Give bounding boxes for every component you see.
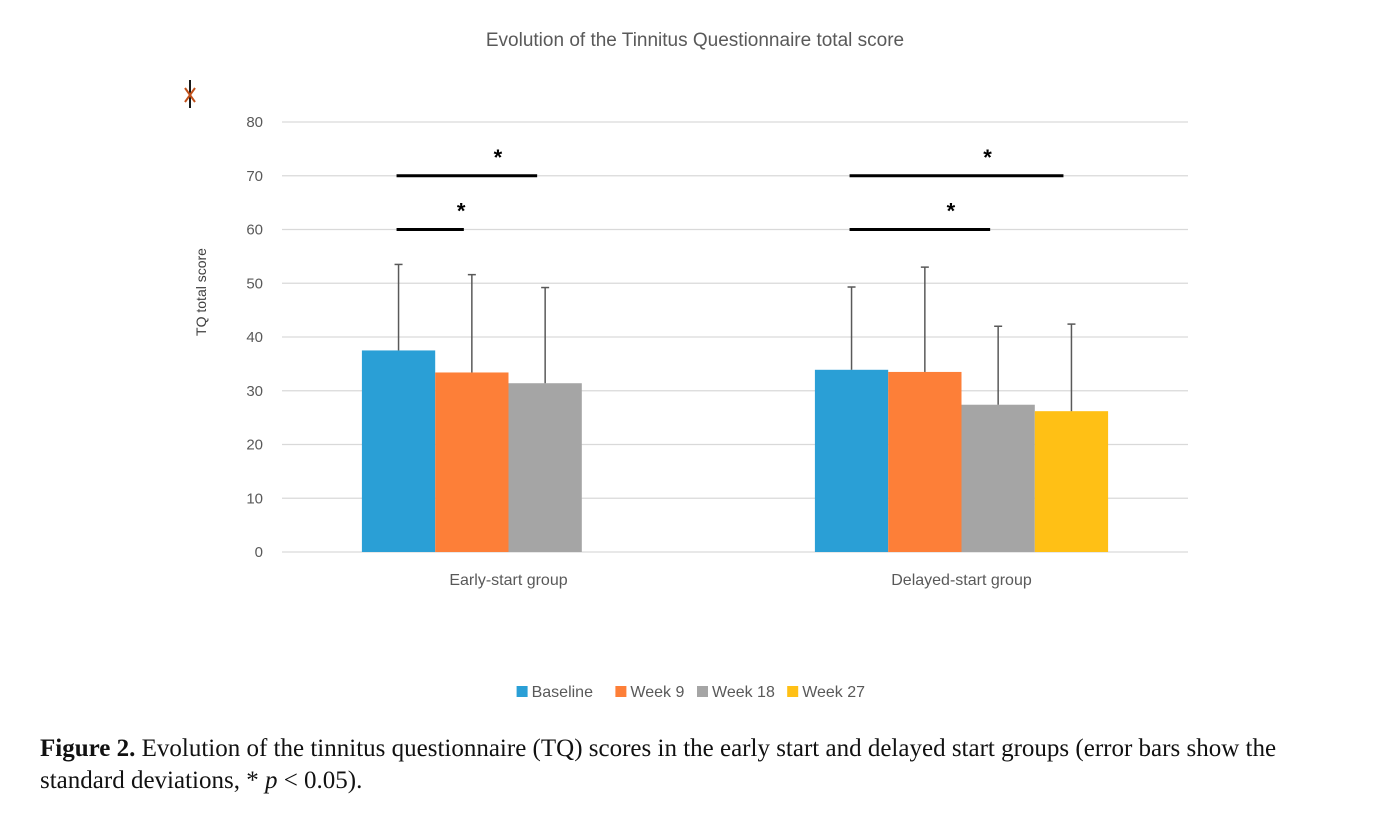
x-tick-label: Delayed-start group xyxy=(891,572,1032,589)
significance-marker: * xyxy=(983,145,992,170)
bar-chart: Evolution of the Tinnitus Questionnaire … xyxy=(184,30,1188,701)
legend-label: Week 27 xyxy=(802,684,865,701)
legend-swatch xyxy=(697,686,708,697)
legend-swatch xyxy=(787,686,799,697)
bar xyxy=(888,371,962,552)
legend-label: Week 9 xyxy=(630,684,684,701)
figure-caption: Figure 2. Evolution of the tinnitus ques… xyxy=(40,733,1360,797)
legend-label: Baseline xyxy=(532,684,593,701)
bar xyxy=(361,350,436,552)
caption-label: Figure 2. xyxy=(40,735,136,762)
caption-text-end: < 0.05). xyxy=(277,767,363,794)
y-tick-label: 40 xyxy=(246,329,263,346)
legend-label: Week 18 xyxy=(712,684,775,701)
legend-swatch xyxy=(516,686,528,697)
x-tick-label: Early-start group xyxy=(449,572,567,589)
y-tick-label: 0 xyxy=(255,544,263,561)
corner-glyph-icon xyxy=(184,80,196,108)
caption-p: p xyxy=(264,767,278,794)
y-tick-label: 20 xyxy=(246,437,263,454)
y-tick-label: 50 xyxy=(246,275,263,292)
y-tick-label: 80 xyxy=(246,114,263,131)
y-tick-label: 10 xyxy=(246,490,263,507)
y-axis-label: TQ total score xyxy=(193,248,209,336)
legend-swatch xyxy=(615,686,627,697)
caption-text: Evolution of the tinnitus questionnaire … xyxy=(40,735,1277,794)
significance-marker: * xyxy=(457,199,466,224)
significance-marker: * xyxy=(494,145,503,170)
y-tick-label: 70 xyxy=(246,168,263,185)
bar xyxy=(508,383,582,552)
y-tick-label: 30 xyxy=(246,383,263,400)
chart-title: Evolution of the Tinnitus Questionnaire … xyxy=(486,30,904,51)
y-tick-label: 60 xyxy=(246,222,263,239)
significance-marker: * xyxy=(947,199,956,224)
bar xyxy=(814,369,889,552)
bar xyxy=(1034,411,1109,552)
bar xyxy=(435,372,509,552)
bar xyxy=(961,404,1035,552)
